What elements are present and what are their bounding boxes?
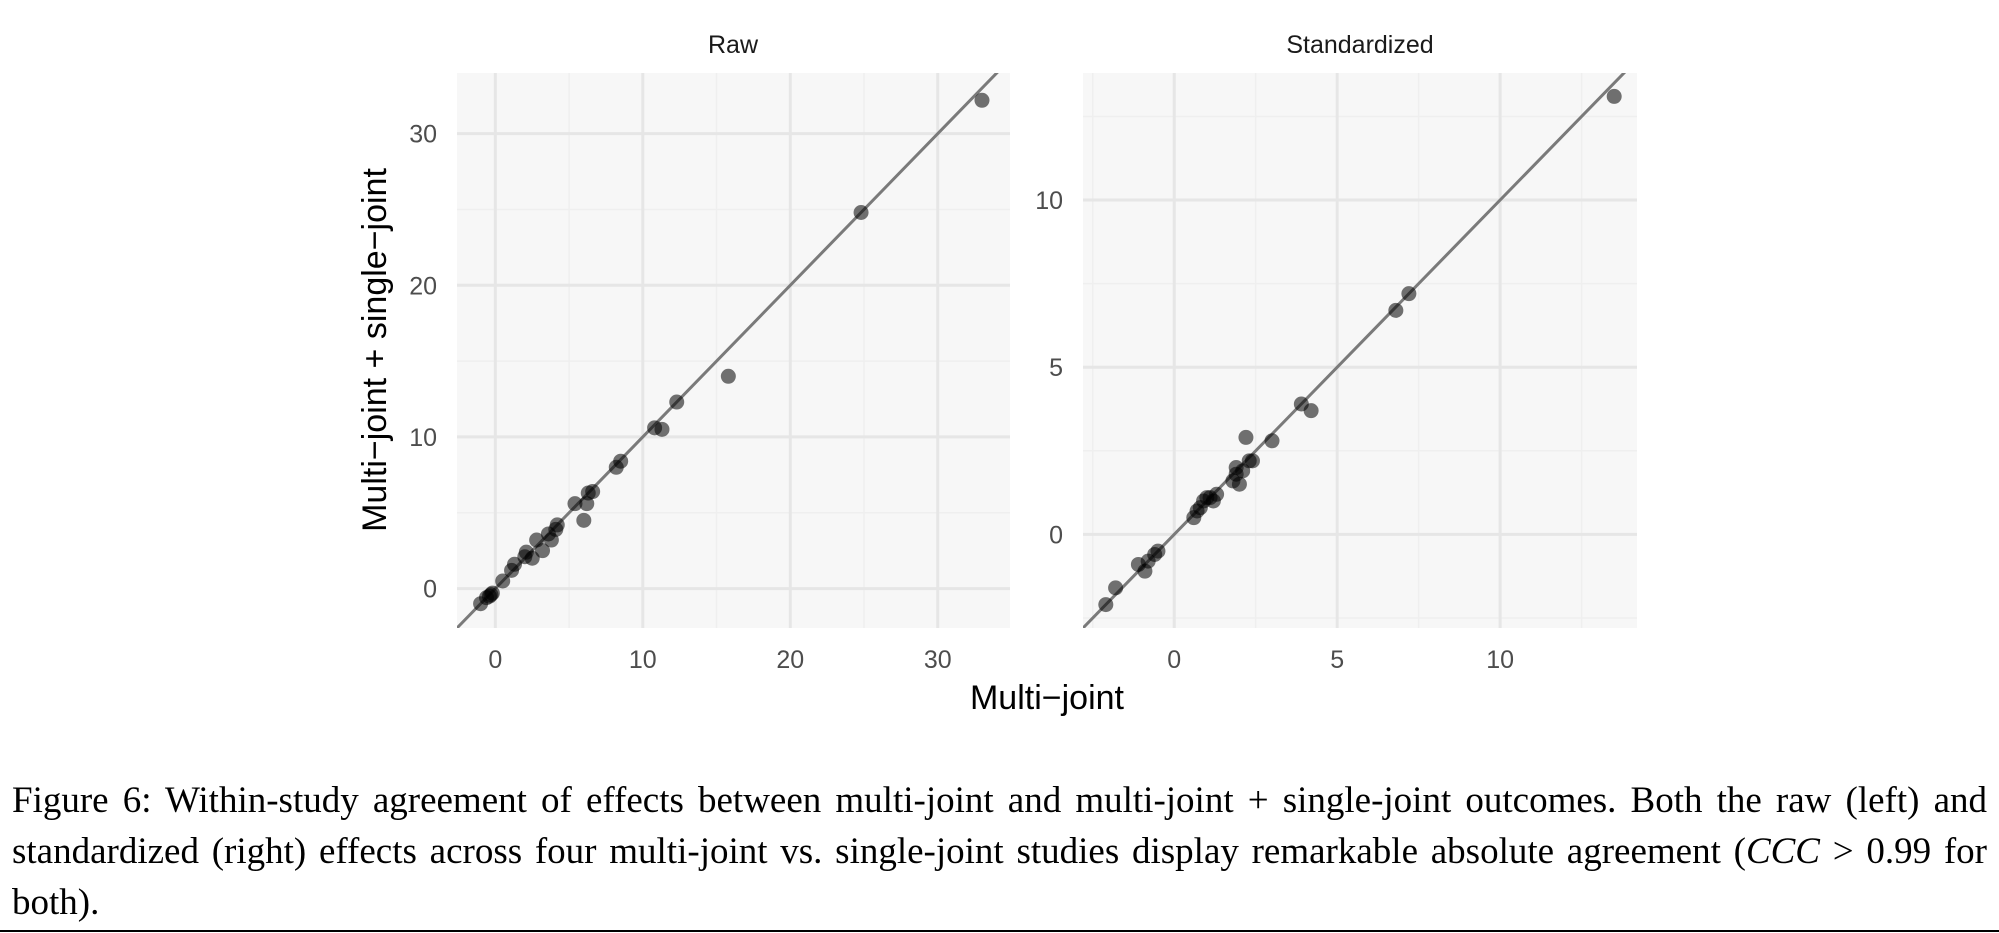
data-point (1303, 403, 1319, 419)
data-point (1244, 453, 1260, 469)
data-point (1238, 429, 1254, 445)
x-tick-label: 0 (488, 646, 502, 674)
raw-y-ticks: 0 10 20 30 (409, 121, 437, 604)
data-point (613, 453, 629, 469)
standardized-x-ticks: 0 5 10 (1167, 646, 1514, 674)
data-point (507, 556, 523, 572)
data-point (524, 550, 540, 566)
raw-panel-title: Raw (708, 31, 759, 59)
caption-text: Figure 6: Within-study agreement of effe… (12, 780, 1987, 872)
data-point (576, 512, 592, 528)
standardized-points (1098, 88, 1622, 613)
data-point (1209, 486, 1225, 502)
data-point (585, 484, 601, 500)
bottom-rule (0, 930, 1999, 932)
standardized-panel: 0 5 10 0 5 10 Standardized (1035, 31, 1637, 674)
x-axis-title: Multi−joint (970, 679, 1125, 717)
caption-text-end: > 0.99 for both). (12, 831, 1987, 923)
data-point (720, 368, 736, 384)
x-tick-label: 0 (1167, 646, 1181, 674)
data-point (1231, 476, 1247, 492)
data-point (495, 573, 511, 589)
raw-points (473, 92, 990, 612)
caption-ccc: CCC (1745, 831, 1820, 872)
x-tick-label: 10 (629, 646, 657, 674)
x-tick-label: 10 (1486, 646, 1514, 674)
data-point (1150, 543, 1166, 559)
standardized-y-ticks: 0 5 10 (1035, 187, 1063, 549)
data-point (1401, 286, 1417, 302)
y-tick-label: 20 (409, 272, 437, 300)
data-point (549, 517, 565, 533)
data-point (1108, 580, 1124, 596)
y-tick-label: 10 (1035, 187, 1063, 215)
data-point (1606, 88, 1622, 104)
x-tick-label: 20 (776, 646, 804, 674)
figure-caption: Figure 6: Within-study agreement of effe… (12, 775, 1987, 928)
data-point (974, 92, 990, 108)
raw-panel: 0 10 20 30 0 10 20 30 Raw (409, 31, 1010, 674)
data-point (1388, 302, 1404, 318)
figure: 0 10 20 30 0 10 20 30 Raw 0 5 10 0 5 10 Standardiz… (356, 31, 1637, 717)
data-point (535, 543, 551, 559)
x-tick-label: 5 (1330, 646, 1344, 674)
raw-x-ticks: 0 10 20 30 (488, 646, 951, 674)
y-tick-label: 0 (1049, 521, 1063, 549)
x-tick-label: 30 (924, 646, 952, 674)
y-tick-label: 30 (409, 121, 437, 149)
y-tick-label: 10 (409, 424, 437, 452)
standardized-panel-title: Standardized (1286, 31, 1433, 59)
data-point (669, 394, 685, 410)
data-point (1098, 597, 1114, 613)
y-axis-title: Multi−joint + single−joint (356, 168, 394, 532)
standardized-grid (1083, 73, 1637, 628)
data-point (654, 421, 670, 437)
data-point (853, 205, 869, 221)
data-point (484, 585, 500, 601)
identity-line (1083, 73, 1627, 628)
standardized-identity (1083, 73, 1627, 628)
y-tick-label: 5 (1049, 354, 1063, 382)
y-tick-label: 0 (423, 576, 437, 604)
raw-grid (457, 73, 1010, 628)
data-point (567, 496, 583, 512)
data-point (1264, 433, 1280, 449)
